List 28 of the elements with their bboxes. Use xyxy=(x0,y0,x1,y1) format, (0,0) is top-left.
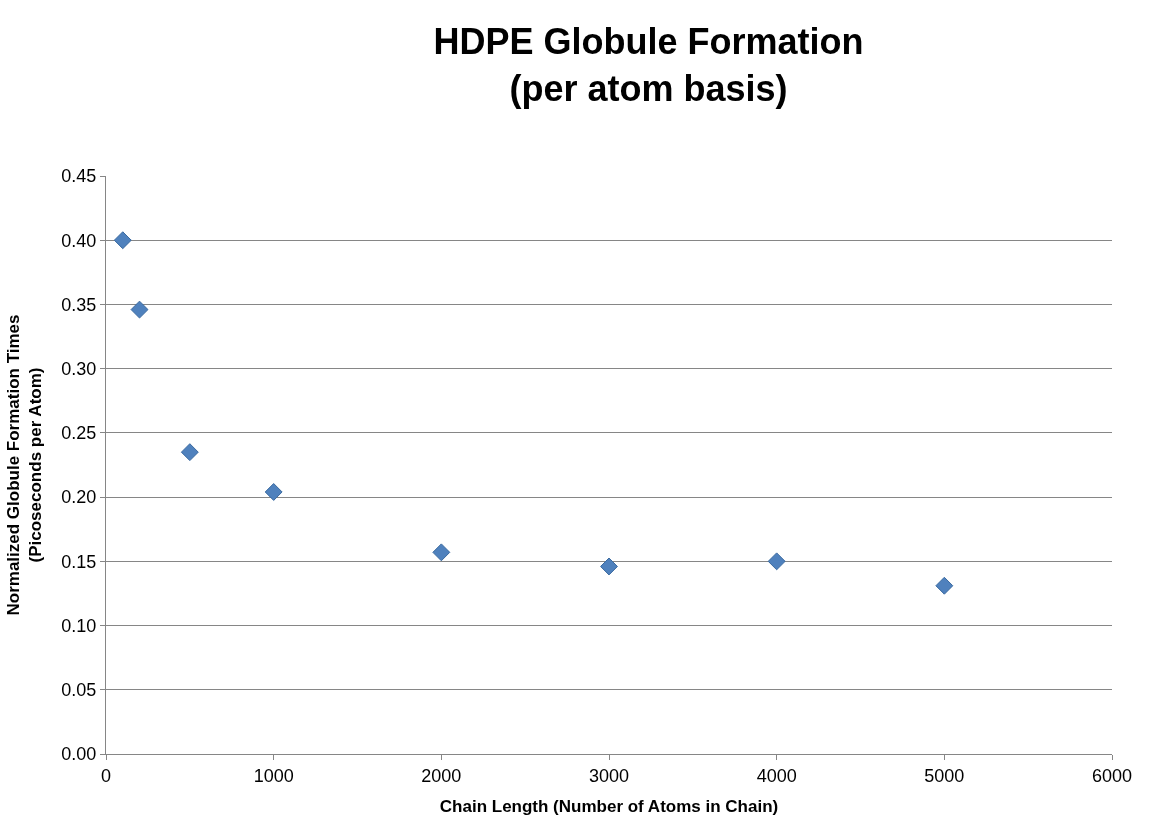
point xyxy=(600,557,618,576)
x-tick-label: 5000 xyxy=(924,765,965,786)
y-tick-label: 0.00 xyxy=(61,744,97,765)
point xyxy=(180,443,199,462)
x-tick-label: 6000 xyxy=(1091,765,1133,786)
x-tick-label: 4000 xyxy=(756,765,797,786)
y-tick-label: 0.45 xyxy=(61,166,97,187)
point xyxy=(113,231,132,250)
point xyxy=(935,576,954,595)
y-tick-label: 0.10 xyxy=(61,615,97,636)
point xyxy=(130,300,149,319)
x-tick-label: 3000 xyxy=(588,765,630,786)
x-tick-label: 2000 xyxy=(421,765,462,786)
y-tick-label: 0.20 xyxy=(61,487,97,508)
y-tick-label: 0.30 xyxy=(61,358,97,379)
y-tick-label: 0.35 xyxy=(61,294,97,315)
chart-title: HDPE Globule Formation (per atom basis) xyxy=(433,21,864,110)
x-axis-title: Chain Length (Number of Atoms in Chain) xyxy=(439,797,779,816)
y-tick-label: 0.15 xyxy=(61,551,97,572)
point xyxy=(432,543,451,562)
y-tick-label: 0.25 xyxy=(61,423,97,444)
y-tick-label: 0.05 xyxy=(61,680,97,701)
y-tick-label: 0.40 xyxy=(61,230,97,251)
x-tick-label: 1000 xyxy=(253,765,294,786)
x-tick-label: 0 xyxy=(100,765,112,786)
point xyxy=(264,483,283,501)
point xyxy=(767,552,786,571)
y-axis-title: Normalized Globule Formation Times (Picoseconds per Atom) xyxy=(3,314,45,616)
